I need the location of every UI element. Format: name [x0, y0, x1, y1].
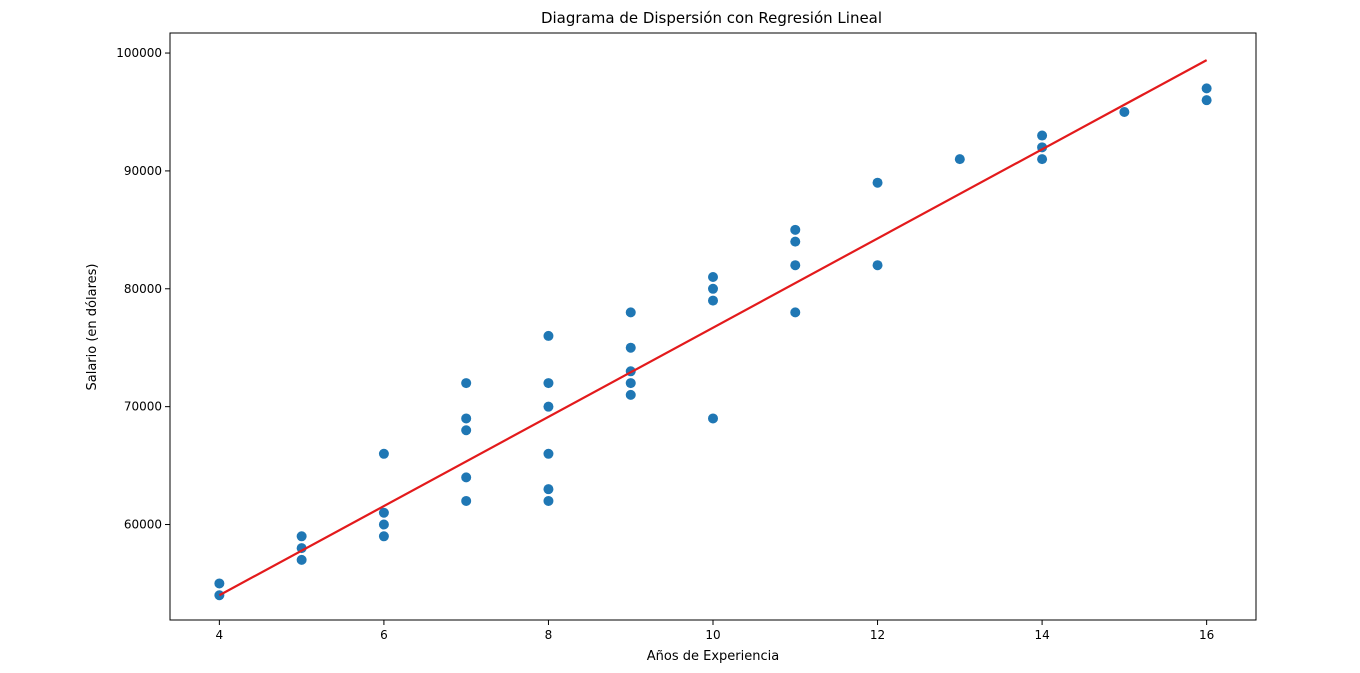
y-tick-label: 70000	[124, 400, 162, 414]
data-point	[1201, 95, 1212, 106]
x-tick-label: 12	[870, 628, 885, 642]
data-point	[378, 519, 389, 530]
data-point	[296, 531, 307, 542]
data-point	[625, 342, 636, 353]
chart-title: Diagrama de Dispersión con Regresión Lin…	[541, 9, 882, 27]
y-tick-label: 60000	[124, 518, 162, 532]
data-point	[543, 448, 554, 459]
y-tick-label: 80000	[124, 282, 162, 296]
data-point	[461, 378, 472, 389]
x-tick-label: 10	[705, 628, 720, 642]
data-point	[461, 472, 472, 483]
y-axis-label: Salario (en dólares)	[85, 264, 100, 391]
x-tick-label: 16	[1199, 628, 1214, 642]
y-tick-label: 100000	[116, 46, 162, 60]
data-point	[543, 401, 554, 412]
data-point	[543, 330, 554, 341]
x-tick-label: 14	[1034, 628, 1049, 642]
data-point	[625, 378, 636, 389]
data-point	[378, 507, 389, 518]
regression-line	[218, 59, 1208, 597]
data-point	[214, 578, 225, 589]
data-point	[1201, 83, 1212, 94]
data-point	[461, 495, 472, 506]
data-point	[378, 531, 389, 542]
x-tick-label: 4	[216, 628, 224, 642]
y-axis: 60000 70000 80000 90000 100000	[116, 46, 170, 532]
x-tick-label: 8	[545, 628, 553, 642]
data-point	[543, 484, 554, 495]
data-point	[708, 295, 718, 306]
data-points	[214, 83, 1212, 601]
data-point	[461, 425, 472, 436]
data-point	[625, 307, 636, 318]
x-tick-label: 6	[380, 628, 388, 642]
data-point	[543, 378, 554, 389]
x-axis-label: Años de Experiencia	[647, 649, 779, 664]
data-point	[872, 177, 883, 188]
data-point	[296, 543, 307, 554]
y-tick-label: 90000	[124, 164, 162, 178]
data-point	[790, 236, 801, 247]
data-point	[708, 283, 718, 294]
data-point	[1037, 130, 1048, 141]
data-point	[790, 307, 801, 318]
data-point	[625, 389, 636, 400]
data-point	[954, 154, 965, 165]
data-point	[790, 260, 801, 271]
x-axis: 4 6 8 10 12 14 16	[216, 620, 1214, 642]
data-point	[461, 413, 472, 424]
data-point	[378, 448, 389, 459]
data-point	[708, 271, 718, 282]
data-point	[872, 260, 883, 271]
data-point	[543, 495, 554, 506]
regression-line-group	[218, 59, 1208, 597]
data-point	[1119, 106, 1130, 117]
data-point	[296, 554, 307, 565]
data-point	[1037, 154, 1048, 165]
data-point	[790, 224, 801, 235]
data-point	[708, 413, 718, 424]
